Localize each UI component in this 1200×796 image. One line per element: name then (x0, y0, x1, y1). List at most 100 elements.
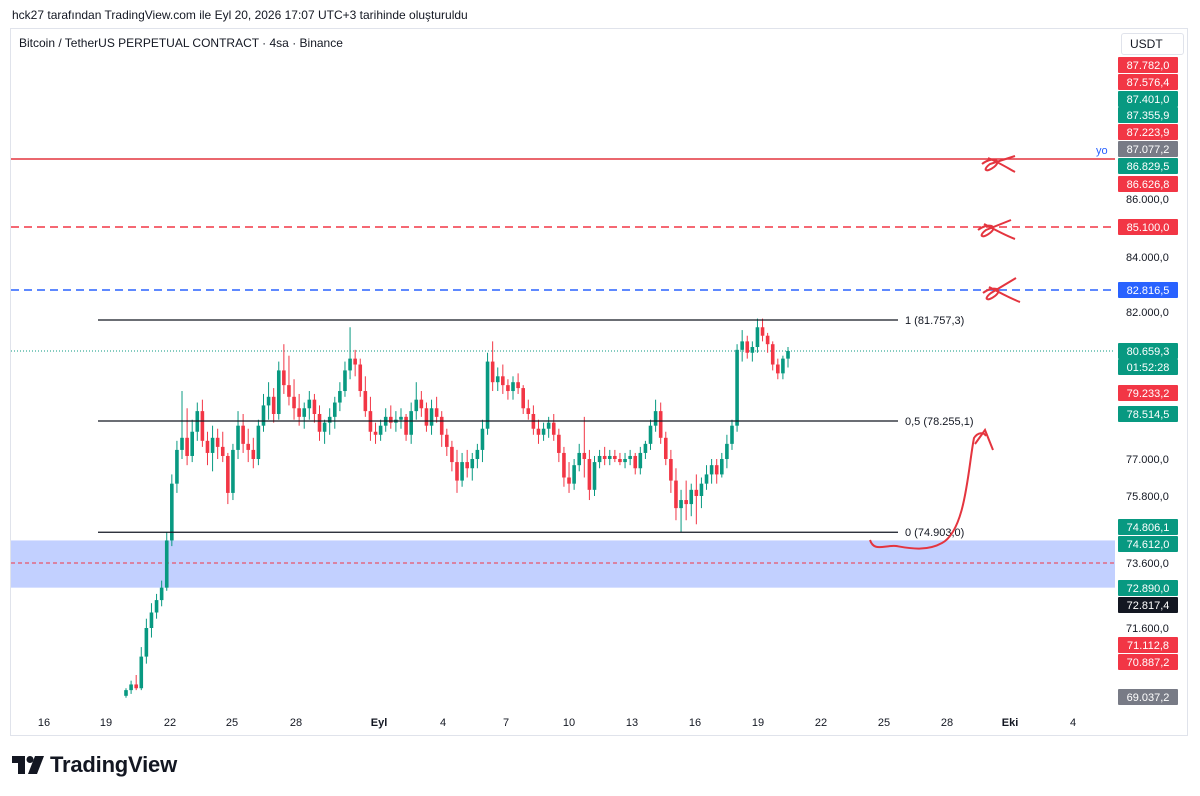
candle-body (450, 446, 454, 463)
fib-level-label: 0,5 (78.255,1) (905, 416, 974, 428)
candle-body (200, 411, 205, 441)
candle-body (562, 452, 566, 478)
candle-body (725, 443, 729, 459)
cross-mark-3 (982, 277, 1021, 303)
price-label-badge (1118, 219, 1178, 235)
price-label-text: 70.887,2 (1127, 657, 1170, 669)
price-label-text: 69.037,2 (1127, 692, 1170, 704)
price-label-text: 87.223,9 (1127, 127, 1170, 139)
price-label-text: 86.829,5 (1127, 161, 1170, 173)
x-tick-label: 28 (941, 717, 953, 729)
candle-body (404, 416, 408, 435)
price-label-text: 72.890,0 (1127, 583, 1170, 595)
candle-body (139, 656, 144, 689)
candle-body (164, 540, 169, 588)
candle-body (745, 341, 750, 353)
price-label-badge (1118, 519, 1178, 535)
candle-body (592, 462, 597, 490)
x-tick-label: 19 (752, 717, 764, 729)
candle-body (658, 411, 663, 438)
candle-body (546, 422, 551, 429)
candle-body (424, 408, 429, 426)
candle-body (643, 443, 648, 453)
horizontal-line-label: yo (1096, 145, 1108, 157)
tradingview-logo[interactable]: TradingView (12, 752, 177, 778)
candle-body (343, 370, 347, 392)
price-label-badge (1118, 580, 1178, 596)
candle-body (704, 474, 709, 484)
x-tick-label: Eyl (371, 717, 388, 729)
candle-body (302, 408, 307, 417)
candle-body (241, 425, 245, 444)
candle-body (511, 382, 515, 392)
candle-body (653, 411, 658, 426)
candle-body (536, 428, 541, 435)
annotation-layer (869, 155, 1021, 550)
price-label-badge (1118, 654, 1178, 670)
candle-body (434, 408, 439, 417)
candle-body (760, 327, 765, 336)
candle-body (750, 347, 755, 353)
candle-body (638, 452, 643, 469)
price-label-text: 87.077,2 (1127, 144, 1170, 156)
candle-body (134, 684, 138, 689)
candle-body (618, 459, 622, 463)
x-tick-label: 19 (100, 717, 112, 729)
candle-body (246, 443, 251, 450)
candle-body (602, 455, 607, 459)
price-label-badge (1118, 359, 1178, 375)
x-tick-label: 22 (164, 717, 176, 729)
fibonacci-layer: 1 (81.757,3)0,5 (78.255,1)0 (74.903,0) (98, 315, 974, 539)
candle-body (317, 413, 322, 432)
price-label-badge (1118, 597, 1178, 613)
candle-body (501, 376, 505, 386)
fib-level-label: 1 (81.757,3) (905, 315, 964, 327)
price-label-badge (1118, 141, 1178, 157)
candle-body (455, 462, 459, 481)
price-label-text: 85.100,0 (1127, 222, 1170, 234)
candle-body (389, 416, 393, 423)
candle-body (669, 459, 673, 481)
candle-body (699, 483, 704, 496)
candle-body (557, 434, 561, 453)
candle-body (480, 428, 485, 450)
candle-body (261, 405, 266, 426)
candle-body (439, 416, 444, 435)
price-label-badge (1118, 57, 1178, 73)
price-label-text: 74.806,1 (1127, 522, 1170, 534)
candle-body (373, 431, 378, 435)
candle-body (307, 399, 312, 409)
candle-body (781, 358, 785, 374)
candle-body (332, 402, 337, 417)
price-label-badge (1118, 343, 1178, 359)
cross-mark-1 (981, 155, 1016, 173)
y-tick-label: 73.600,0 (1126, 558, 1169, 570)
candle-body (577, 452, 582, 466)
candle-body (180, 437, 184, 450)
x-axis: 16 19 22 25 28 Eyl 4 7 10 13 16 19 22 25 28 Eki 4 (38, 717, 1076, 729)
candle-body (475, 449, 480, 459)
chart-caption: hck27 tarafından TradingView.com ile Eyl… (12, 8, 468, 22)
candle-body (429, 408, 434, 426)
price-label-text: 87.355,9 (1127, 110, 1170, 122)
candle-body (226, 455, 230, 493)
candle-body (521, 388, 525, 409)
candle-body (378, 425, 383, 435)
candle-body (567, 477, 571, 484)
y-axis: 86.000,0 84.000,0 82.000,0 77.000,0 75.800,0… (1118, 57, 1178, 705)
currency-button[interactable]: USDT (1121, 33, 1184, 55)
candle-body (709, 465, 714, 475)
y-tick-label: 77.000,0 (1126, 454, 1169, 466)
price-label-badge (1118, 91, 1178, 107)
price-label-text: 79.233,2 (1127, 388, 1170, 400)
candle-body (149, 612, 154, 628)
candle-body (633, 455, 638, 469)
price-label-badge (1118, 406, 1178, 422)
candle-body (582, 452, 587, 459)
candle-body (460, 462, 464, 481)
price-label-badge (1118, 124, 1178, 140)
candle-body (348, 358, 352, 371)
candle-body (607, 455, 612, 459)
candle-body (587, 459, 592, 490)
